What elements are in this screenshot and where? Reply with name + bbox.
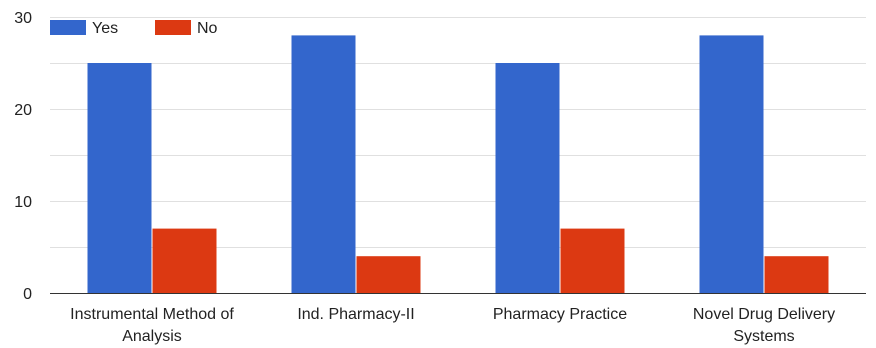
legend-swatch: [50, 20, 86, 35]
x-category-label: Ind. Pharmacy-II: [297, 306, 414, 323]
x-category-label: Pharmacy Practice: [493, 306, 627, 323]
x-category-label: Novel Drug Delivery: [693, 306, 835, 323]
bars: [87, 35, 829, 294]
x-category-label: Instrumental Method of: [70, 306, 234, 323]
legend-item-no[interactable]: No: [155, 20, 218, 37]
x-category-label: Analysis: [122, 328, 182, 345]
bar-no-2[interactable]: [560, 228, 625, 293]
bar-yes-3[interactable]: [699, 35, 764, 294]
bar-no-1[interactable]: [356, 256, 421, 293]
y-tick-label: 30: [14, 10, 32, 27]
legend-label: Yes: [92, 20, 118, 37]
axes: 0 10 20 30 Instrumental Method of Analysis Ind…: [14, 10, 866, 345]
legend[interactable]: Yes No: [50, 20, 218, 37]
legend-label: No: [197, 20, 218, 37]
bar-yes-2[interactable]: [495, 63, 560, 293]
x-category-label: Systems: [733, 328, 794, 345]
bar-no-0[interactable]: [152, 228, 217, 293]
bar-yes-0[interactable]: [87, 63, 152, 293]
y-tick-label: 0: [23, 286, 32, 303]
bar-no-3[interactable]: [764, 256, 829, 293]
legend-swatch: [155, 20, 191, 35]
y-tick-label: 20: [14, 102, 32, 119]
bar-yes-1[interactable]: [291, 35, 356, 294]
y-tick-label: 10: [14, 194, 32, 211]
legend-item-yes[interactable]: Yes: [50, 20, 118, 37]
